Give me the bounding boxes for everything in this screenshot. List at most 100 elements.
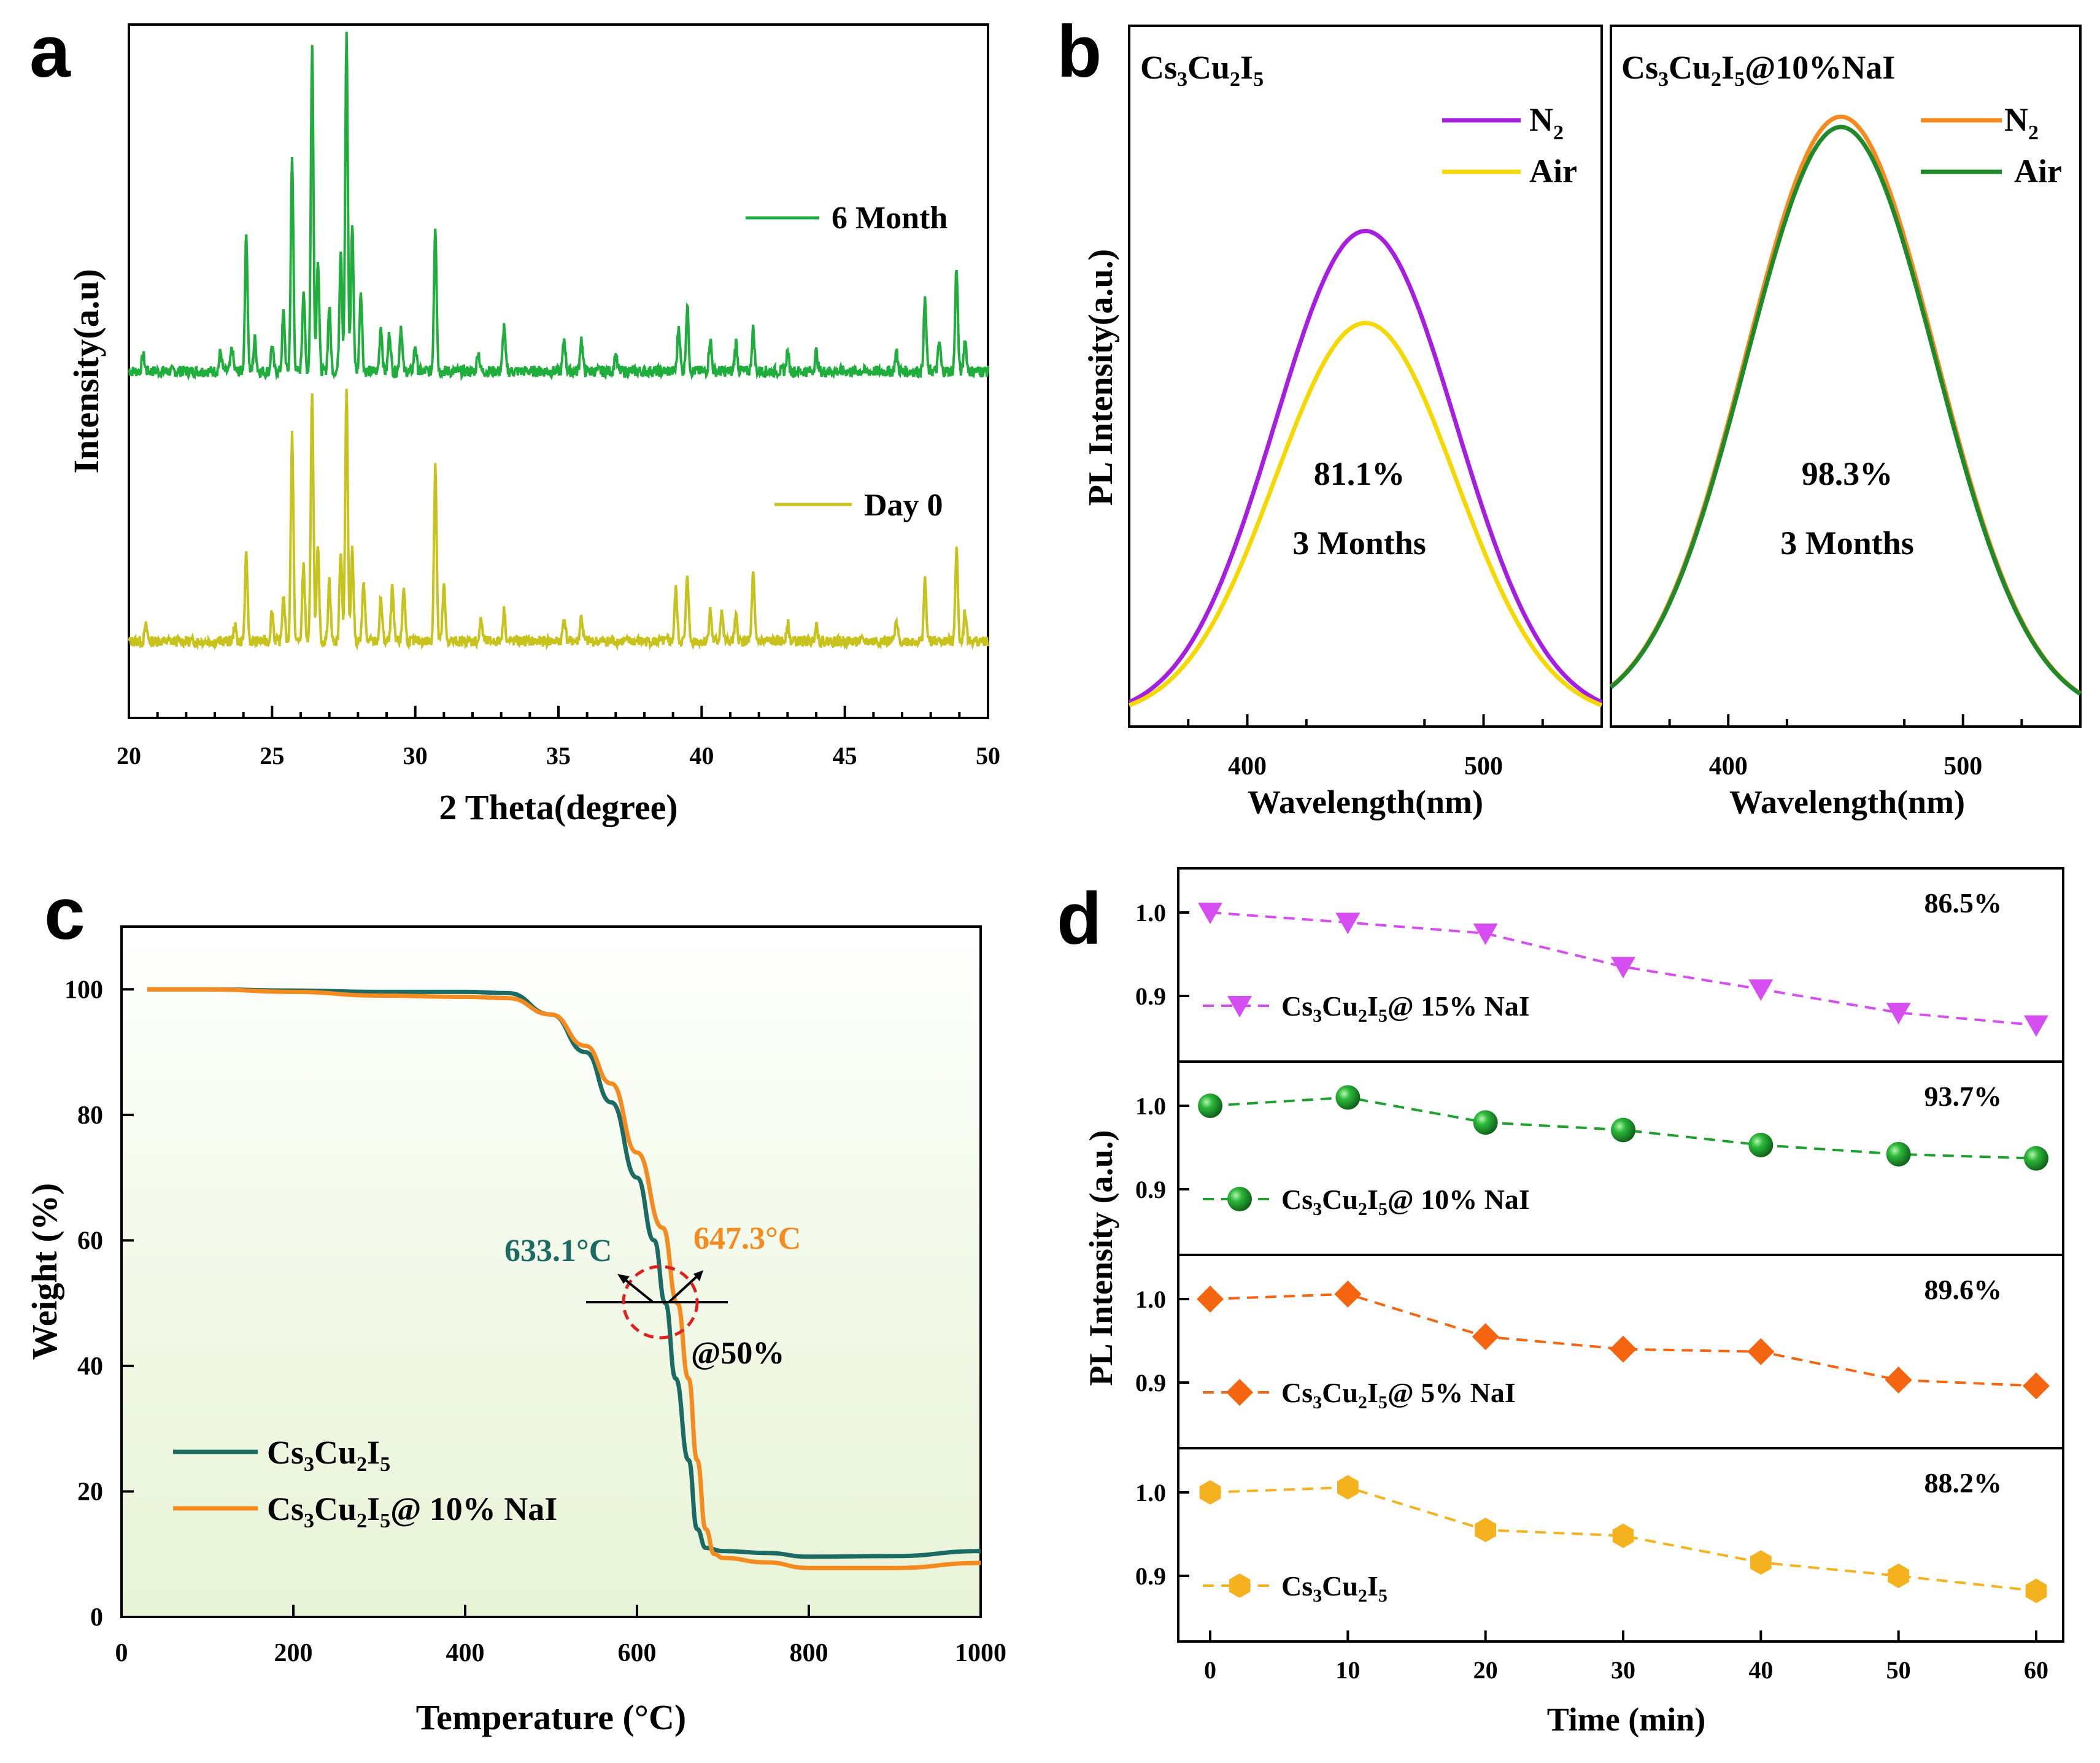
x-tick-label: 200 — [274, 1639, 313, 1667]
legend-label-day-0: Day 0 — [864, 488, 943, 523]
panel-b-y-axis-title: PL Intensity(a.u.) — [1082, 249, 1120, 506]
x-tick-label: 40 — [1748, 1656, 1773, 1684]
series-line-nai-air — [1609, 125, 2082, 696]
x-tick-label: 30 — [1611, 1656, 1635, 1684]
y-tick-label: 0.9 — [1135, 1176, 1166, 1203]
arrow-right-head — [693, 1270, 703, 1281]
y-tick-label: 20 — [77, 1478, 103, 1506]
retention-label: 88.2% — [1924, 1467, 2002, 1499]
intersection-circle — [622, 1265, 699, 1340]
panel-label-c: c — [44, 873, 85, 955]
y-tick-label: 0.9 — [1135, 1369, 1166, 1397]
legend-label-n2-right: N2 — [2004, 101, 2039, 144]
panel-b-left-x-axis-title: Wavelength(nm) — [1248, 784, 1483, 820]
data-point — [2023, 1372, 2050, 1400]
series-line-cs3cu2i5-n2 — [1128, 228, 1603, 704]
x-tick-label: 60 — [2024, 1656, 2048, 1684]
x-tick-label: 50 — [1886, 1656, 1911, 1684]
panel-d-plot: 1.0 0.9 86.5% Cs3Cu2I5@ 15% NaI 1.0 0.9 93.7% C… — [1135, 887, 2063, 1684]
x-tick-label: 1000 — [955, 1639, 1006, 1667]
data-point — [1748, 979, 1774, 1001]
panel-c-frame — [120, 925, 982, 1618]
annotation-633-1: 633.1°C — [504, 1233, 612, 1268]
data-point — [1610, 1335, 1637, 1363]
panel-label-a: a — [29, 10, 71, 93]
annotation-81-1: 81.1% — [1314, 455, 1405, 492]
x-tick-label: 0 — [1204, 1656, 1216, 1684]
data-point — [1197, 1286, 1224, 1313]
retention-label: 93.7% — [1924, 1081, 2002, 1112]
annotation-98-3: 98.3% — [1802, 455, 1893, 492]
data-point — [1335, 912, 1361, 935]
panel-c-x-axis-title: Temperature (°C) — [416, 1697, 686, 1737]
panel-b-right-x-axis-title: Wavelength(nm) — [1729, 784, 1965, 820]
panel-c-background — [122, 927, 981, 1617]
x-tick-label: 400 — [1709, 752, 1748, 781]
x-tick-label: 25 — [260, 742, 284, 770]
y-tick-label: 1.0 — [1135, 899, 1166, 927]
legend-marker — [1229, 1573, 1251, 1598]
panel-c-y-axis-title: Weight (%) — [25, 1183, 64, 1360]
legend-label-air-right: Air — [2014, 153, 2062, 190]
x-tick-label: 45 — [833, 742, 857, 770]
retention-label: 89.6% — [1924, 1274, 2002, 1305]
data-point — [1888, 1564, 1909, 1588]
annotation-647-3: 647.3°C — [693, 1221, 801, 1256]
legend-label: Cs3Cu2I5 — [1281, 1570, 1388, 1606]
data-point — [1198, 1094, 1222, 1118]
y-tick-label: 60 — [77, 1227, 103, 1255]
data-point — [1198, 903, 1222, 924]
data-point — [1886, 1003, 1911, 1025]
data-point — [1334, 1280, 1362, 1308]
legend-label: Cs3Cu2I5@ 10% NaI — [1281, 1184, 1530, 1219]
data-point — [2025, 1578, 2047, 1603]
x-tick-label: 40 — [689, 742, 714, 770]
series-line-cs3cu2i5-tga — [147, 987, 981, 1559]
panel-a-x-ticks: 20 25 30 35 40 45 50 — [117, 706, 1000, 770]
data-point — [2024, 1146, 2048, 1171]
data-point — [2024, 1015, 2048, 1037]
panel-b-right-title: Cs3Cu2I5@10%NaI — [1621, 49, 1895, 91]
legend-marker — [1227, 1187, 1252, 1211]
x-tick-label: 20 — [117, 742, 141, 770]
x-tick-label: 35 — [546, 742, 571, 770]
series-line-nai-n2 — [1609, 114, 2082, 696]
annotation-3-months-right: 3 Months — [1780, 525, 1914, 561]
legend-label-6-month: 6 Month — [832, 201, 948, 236]
panel-d: d 1.0 0.9 86.5% Cs3Cu2I5@ 15% NaI 1.0 0.9 93.7… — [1057, 867, 2064, 1738]
x-tick-label: 10 — [1335, 1656, 1360, 1684]
y-tick-label: 80 — [77, 1101, 103, 1130]
x-tick-label: 400 — [1228, 752, 1267, 781]
data-point — [1612, 1523, 1634, 1548]
y-tick-label: 0.9 — [1135, 982, 1166, 1010]
y-tick-label: 0.9 — [1135, 1562, 1166, 1590]
annotation-3-months-left: 3 Months — [1292, 525, 1426, 561]
data-point — [1885, 1366, 1912, 1394]
data-point — [1475, 1518, 1496, 1543]
data-point — [1611, 1117, 1635, 1143]
y-tick-label: 1.0 — [1135, 1286, 1166, 1313]
x-tick-label: 30 — [403, 742, 428, 770]
data-point — [1748, 1132, 1774, 1157]
annotation-at-50: @50% — [691, 1336, 784, 1371]
panel-label-d: d — [1057, 878, 1102, 960]
panel-d-x-axis-title: Time (min) — [1547, 1701, 1705, 1738]
panel-b-x-ticks: 400 500 400 500 — [1187, 714, 2023, 781]
y-tick-label: 40 — [77, 1352, 103, 1381]
data-point — [1473, 924, 1498, 945]
arrow-right — [668, 1273, 701, 1303]
panel-b-right-frame — [1610, 25, 2082, 728]
panel-c-ticks: 0 200 400 600 800 1000 0 20 40 60 80 100 — [64, 976, 1006, 1667]
series-line-cs3cu2i5-air — [1128, 320, 1603, 708]
data-point — [1337, 1475, 1359, 1500]
legend-marker — [1226, 1379, 1253, 1406]
arrow-left-head — [617, 1274, 630, 1284]
panel-b-left-title: Cs3Cu2I5 — [1140, 49, 1264, 91]
x-tick-label: 50 — [976, 742, 1000, 770]
legend-marker — [1227, 996, 1252, 1017]
series-line-nai-tga — [147, 987, 981, 1570]
legend-label-air-left: Air — [1529, 153, 1577, 190]
legend-label-nai: Cs3Cu2I5@ 10% NaI — [267, 1491, 557, 1532]
data-point — [1335, 1085, 1361, 1110]
